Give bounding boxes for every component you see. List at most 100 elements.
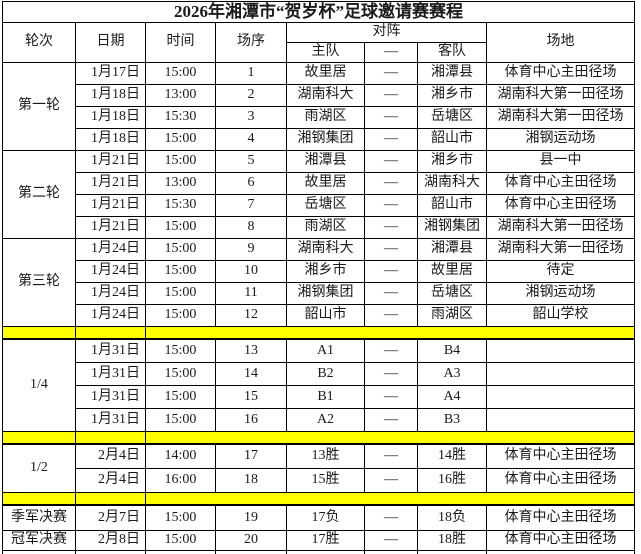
match-row: 2月4日 16:00 18 15胜 — 16胜 体育中心主田径场 [3,469,635,493]
match-row: 1月21日 15:30 7 岳塘区 — 韶山市 体育中心主田径场 [3,195,635,217]
match-row: 1月24日 15:00 11 湘钢集团 — 岳塘区 湘钢运动场 [3,283,635,305]
cell-venue: 体育中心主田径场 [487,173,635,195]
cell-time: 15:00 [146,531,216,551]
cell-home: 湖南科大 [287,239,365,261]
cell-dash: — [365,85,418,107]
match-row: 1月18日 13:00 2 湖南科大 — 湘乡市 湖南科大第一田径场 [3,85,635,107]
cell-home: 湘乡市 [287,261,365,283]
cell-dash: — [365,107,418,129]
cell-home: 雨湖区 [287,107,365,129]
cell-round-1: 第一轮 [3,63,76,151]
cell-away: 18负 [418,505,487,531]
title-row: 2026年湘潭市“贺岁杯”足球邀请赛赛程 [3,2,635,23]
cell-order: 4 [216,129,287,151]
header-matchup: 对阵 [287,23,487,43]
separator-cell [3,493,76,506]
cell-time: 15:00 [146,339,216,363]
match-row: 1月21日 13:00 6 故里居 — 湖南科大 体育中心主田径场 [3,173,635,195]
cell-away: A4 [418,386,487,409]
match-row: 1/4 1月31日 15:00 13 A1 — B4 [3,339,635,363]
cell-order: 13 [216,339,287,363]
cell-away: 湘潭县 [418,63,487,85]
cell-home: 韶山市 [287,305,365,327]
cell-away: B3 [418,409,487,432]
cell-order: 12 [216,305,287,327]
cell-date: 1月24日 [76,305,146,327]
cell-date: 1月24日 [76,239,146,261]
cell-order: 18 [216,469,287,493]
cell-home: 15胜 [287,469,365,493]
cell-time: 15:30 [146,107,216,129]
match-row: 1月31日 15:00 14 B2 — A3 [3,363,635,386]
match-row: 冠军决赛 2月8日 15:00 20 17胜 — 18胜 体育中心主田径场 [3,531,635,551]
cell-order: 2 [216,85,287,107]
cell-order: 14 [216,363,287,386]
cell-home: 湘潭县 [287,151,365,173]
cell-home: 雨湖区 [287,217,365,239]
cell-venue: 湖南科大第一田径场 [487,107,635,129]
cell-order: 20 [216,531,287,551]
match-row: 第三轮 1月24日 15:00 9 湖南科大 — 湘潭县 湖南科大第一田径场 [3,239,635,261]
separator-cell [76,327,146,340]
cell-time: 15:00 [146,386,216,409]
cell-away: 16胜 [418,469,487,493]
separator-cell [76,432,146,445]
cell-time: 14:00 [146,444,216,469]
cell-order: 11 [216,283,287,305]
cell-dash: — [365,444,418,469]
cell-time: 15:00 [146,261,216,283]
cell-venue [487,363,635,386]
cell-venue: 体育中心主田径场 [487,63,635,85]
cell-round-final: 冠军决赛 [3,531,76,551]
header-row-1: 轮次 日期 时间 场序 对阵 场地 [3,23,635,43]
cell-dash: — [365,305,418,327]
cell-date: 1月18日 [76,107,146,129]
cell-date: 1月31日 [76,339,146,363]
cell-order: 1 [216,63,287,85]
cell-venue: 县一中 [487,151,635,173]
partial-cell [216,551,287,554]
header-date: 日期 [76,23,146,63]
partial-cell [3,551,76,554]
cell-round-2: 第二轮 [3,151,76,239]
separator-cell [146,327,635,340]
cell-dash: — [365,63,418,85]
header-venue: 场地 [487,23,635,63]
cell-order: 3 [216,107,287,129]
cell-time: 15:00 [146,151,216,173]
page-title: 2026年湘潭市“贺岁杯”足球邀请赛赛程 [3,2,635,23]
separator-row [3,493,635,506]
cell-home: 湘钢集团 [287,283,365,305]
cell-away: 湘乡市 [418,85,487,107]
cell-time: 15:00 [146,505,216,531]
cell-order: 10 [216,261,287,283]
cell-dash: — [365,129,418,151]
cell-away: 故里居 [418,261,487,283]
cell-order: 9 [216,239,287,261]
cell-home: 故里居 [287,173,365,195]
separator-cell [3,327,76,340]
partial-cell [487,551,635,554]
cell-round-quarter: 1/4 [3,339,76,432]
cell-date: 2月7日 [76,505,146,531]
cell-venue: 湘钢运动场 [487,283,635,305]
cell-away: 韶山市 [418,129,487,151]
cell-date: 1月21日 [76,195,146,217]
cell-time: 15:30 [146,195,216,217]
cell-venue: 湖南科大第一田径场 [487,239,635,261]
cell-away: 湖南科大 [418,173,487,195]
header-time: 时间 [146,23,216,63]
match-row: 1月24日 15:00 12 韶山市 — 雨湖区 韶山学校 [3,305,635,327]
cell-venue: 体育中心主田径场 [487,195,635,217]
partial-cell [287,551,365,554]
cell-dash: — [365,469,418,493]
cell-away: 雨湖区 [418,305,487,327]
cell-dash: — [365,283,418,305]
partial-cell [76,551,146,554]
cell-time: 15:00 [146,363,216,386]
separator-cell [3,432,76,445]
cell-home: A2 [287,409,365,432]
cell-date: 1月17日 [76,63,146,85]
cell-away: 岳塘区 [418,107,487,129]
separator-cell [76,493,146,506]
